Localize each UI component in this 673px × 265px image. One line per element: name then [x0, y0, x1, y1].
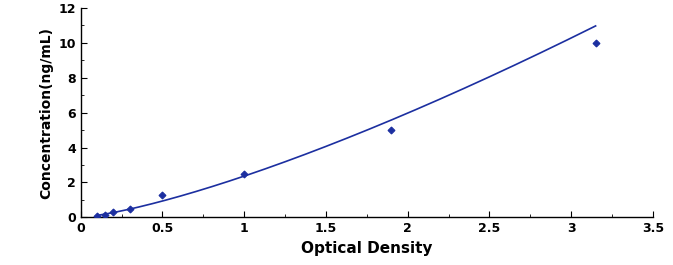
X-axis label: Optical Density: Optical Density [301, 241, 433, 256]
Y-axis label: Concentration(ng/mL): Concentration(ng/mL) [39, 26, 53, 199]
